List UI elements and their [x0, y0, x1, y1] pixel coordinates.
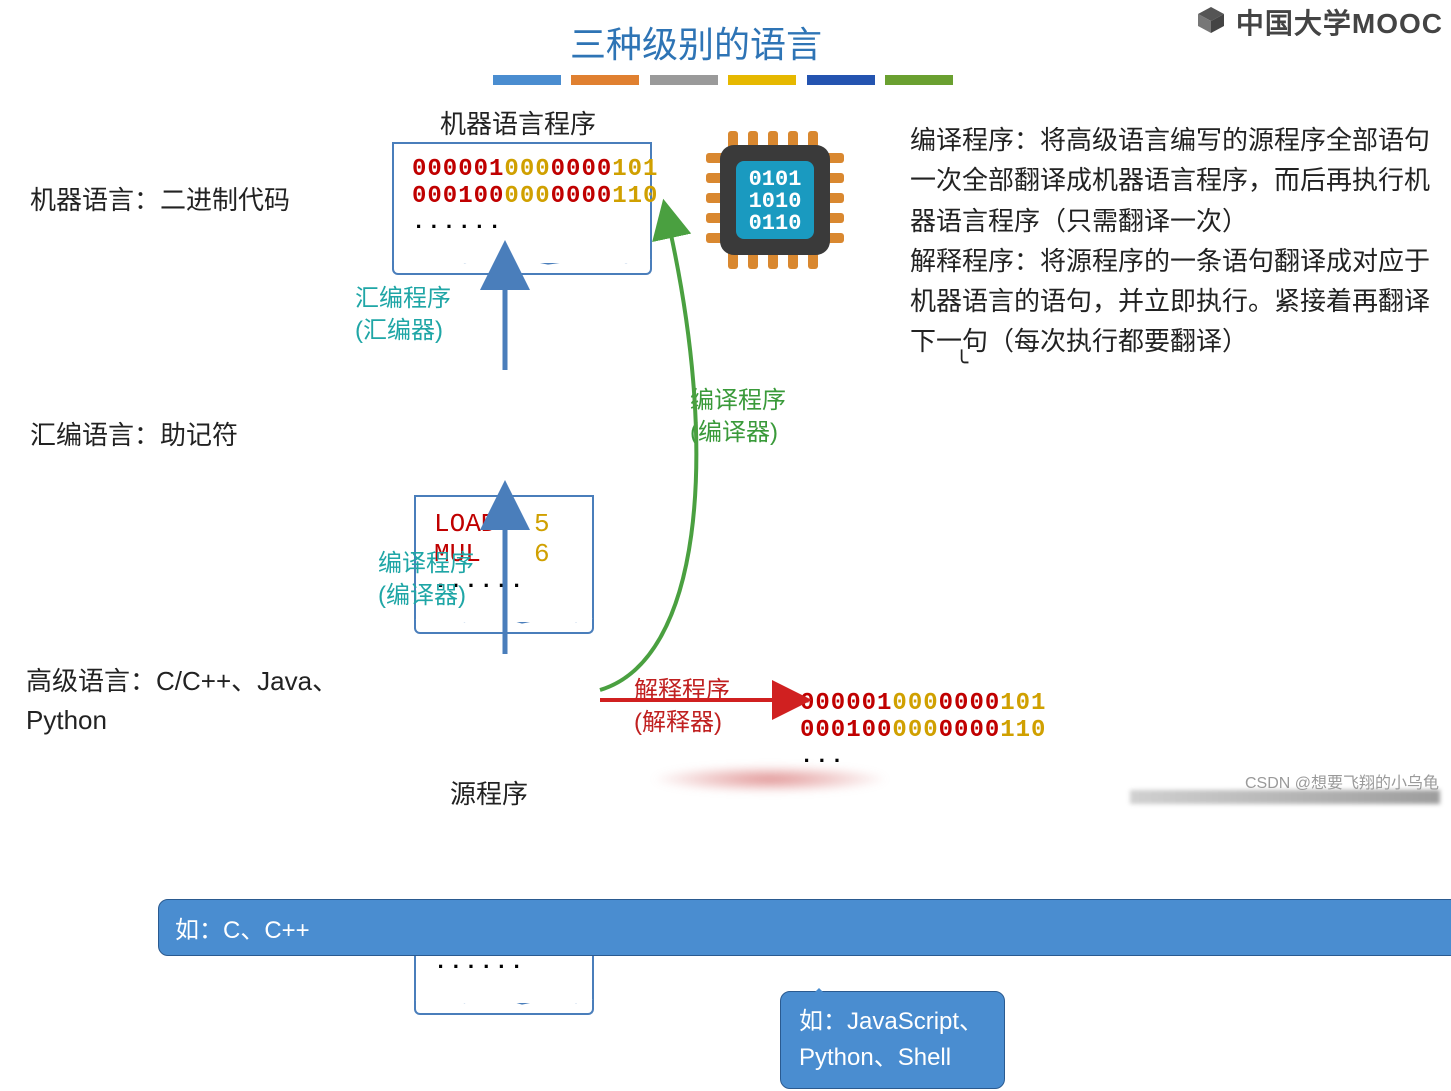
cpu-chip-icon: 0101 1010 0110: [700, 125, 850, 280]
binary-line: 0001000000000110: [412, 183, 632, 210]
brand-watermark: 中国大学MOOC: [1194, 2, 1443, 42]
ellipsis: ......: [412, 210, 632, 235]
arrow-label-compiler-green: 编译程序 (编译器): [690, 385, 786, 450]
color-bar: [807, 75, 875, 85]
color-bar: [493, 75, 561, 85]
level-machine-label: 机器语言：二进制代码: [30, 180, 290, 217]
output-binary: 0000010000000101 0001000000000110 ...: [800, 690, 1046, 769]
color-bar: [885, 75, 953, 85]
color-bar: [571, 75, 639, 85]
cube-icon: [1194, 5, 1228, 40]
level-assembly-label: 汇编语言：助记符: [30, 415, 238, 452]
machine-code-box: 0000010000000101 0001000000000110 ......: [392, 142, 652, 265]
level-high-label: 高级语言：C/C++、Java、Python: [26, 662, 406, 740]
source-box-title: 源程序: [450, 774, 528, 811]
color-bar: [728, 75, 796, 85]
arrow-label-assembler: 汇编程序 (汇编器): [355, 283, 451, 348]
svg-text:0110: 0110: [749, 211, 802, 236]
arrow-label-interpreter: 解释程序 (解释器): [634, 675, 730, 740]
binary-line: 0000010000000101: [412, 156, 632, 183]
arrow-label-compiler: 编译程序 (编译器): [378, 548, 474, 613]
color-bar: [650, 75, 718, 85]
csdn-watermark: CSDN @想要飞翔的小乌龟: [1245, 769, 1439, 793]
callout-compiled: 如：C、C++: [158, 899, 1451, 956]
page-title: 三种级别的语言: [570, 16, 822, 68]
binary-line: 0000010000000101: [800, 690, 1046, 717]
stray-mark: ╰: [955, 350, 968, 376]
explanation-text: 编译程序：将高级语言编写的源程序全部语句一次全部翻译成机器语言程序，而后再执行机…: [910, 120, 1440, 362]
color-bar-row: [490, 72, 956, 90]
machine-box-title: 机器语言程序: [440, 104, 596, 141]
brand-text: 中国大学MOOC: [1236, 2, 1443, 42]
blurred-region: [650, 765, 890, 793]
asm-line: LOAD5: [434, 509, 574, 539]
binary-line: 0001000000000110: [800, 717, 1046, 744]
callout-interpreted: 如：JavaScript、Python、Shell: [780, 991, 1005, 1089]
